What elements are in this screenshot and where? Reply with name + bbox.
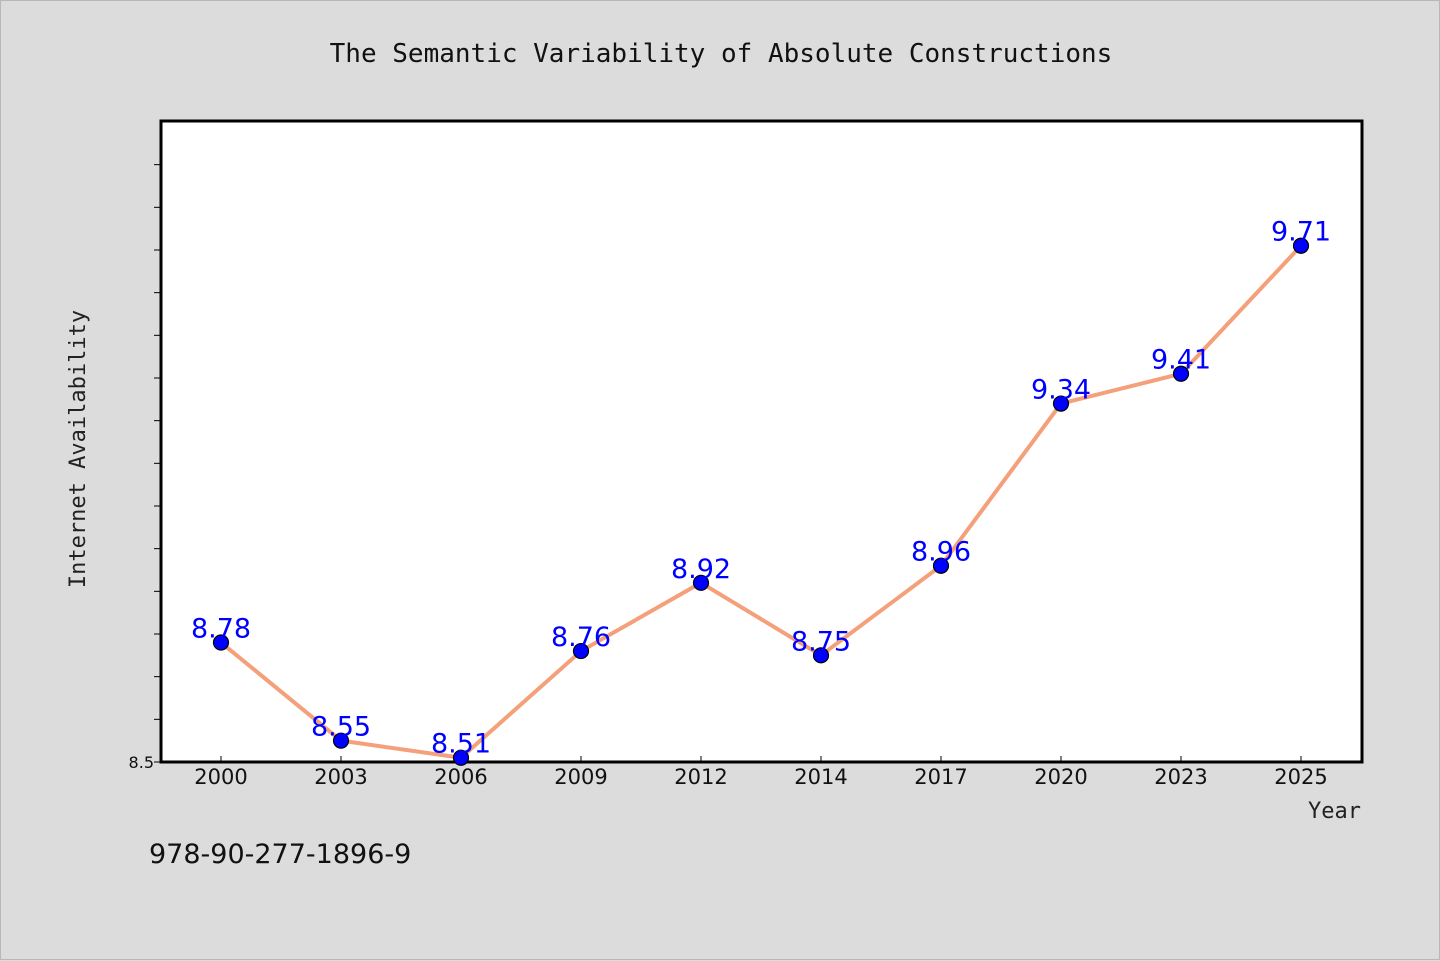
data-label: 8.76 [551,622,611,653]
x-tick-label: 2000 [194,765,247,789]
data-point [812,647,830,664]
plot-area [159,119,1364,764]
data-point [1292,237,1310,254]
data-label: 8.78 [191,614,251,645]
data-label: 9.41 [1151,345,1211,376]
x-tick-label: 2025 [1274,765,1327,789]
data-point [1172,365,1190,382]
data-point [932,557,950,574]
x-tick-label: 2006 [434,765,487,789]
data-label: 8.75 [791,626,851,657]
series-group: 8.78 8.55 8.51 8.76 8.92 8.75 8.96 9.34 9.41 9.71 [191,217,1331,766]
x-tick-label: 2012 [674,765,727,789]
x-axis-ticks: 2000 2003 2006 2009 2012 2014 2017 2020 2023 2025 [194,756,1328,789]
data-point [452,749,470,766]
data-label: 8.55 [311,712,371,743]
x-tick-label: 2009 [554,765,607,789]
chart-title: The Semantic Variability of Absolute Con… [330,39,1113,69]
data-label: 8.96 [911,537,971,568]
data-point [572,642,590,660]
y-axis-label: Internet Availability [66,310,91,588]
x-tick-label: 2020 [1034,765,1087,789]
data-label: 9.71 [1271,217,1331,248]
x-tick-label: 2023 [1154,765,1207,789]
data-point [1052,395,1070,412]
y-tick-label: 8.5 [129,753,154,772]
data-label: 9.34 [1031,375,1091,406]
footnote-isbn: 978-90-277-1896-9 [149,839,411,870]
x-tick-label: 2014 [794,765,847,789]
x-tick-label: 2017 [914,765,967,789]
data-point [692,574,710,591]
x-tick-label: 2003 [314,765,367,789]
x-axis-label: Year [1308,799,1361,824]
data-point [212,634,230,651]
y-axis-ticks: 8.5 [129,164,161,772]
series-line [219,244,1303,760]
data-label: 8.92 [671,554,731,585]
data-point [332,732,350,749]
data-label: 8.51 [431,729,491,760]
